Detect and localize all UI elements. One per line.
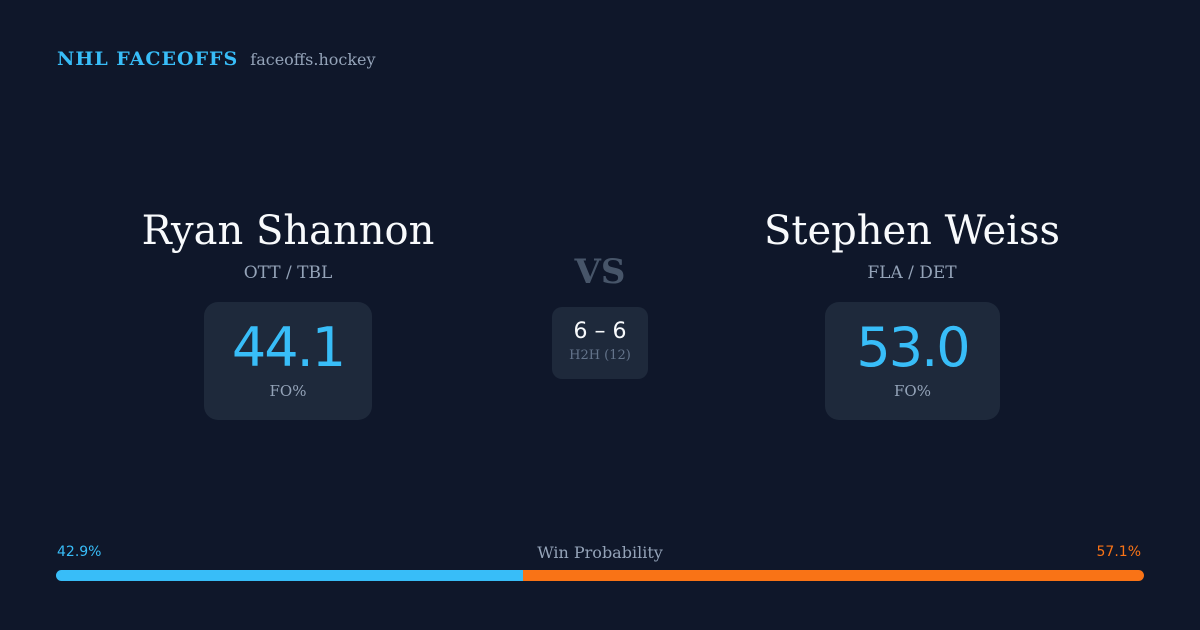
player-right-fo-label: FO% bbox=[894, 382, 931, 400]
player-right-fo-card: 53.0 FO% bbox=[825, 302, 1000, 420]
win-prob-fill-left bbox=[56, 570, 523, 581]
brand-title: NHL FACEOFFS bbox=[57, 48, 239, 70]
player-left-teams: OTT / TBL bbox=[243, 263, 333, 283]
win-prob-right-pct: 57.1% bbox=[1096, 544, 1141, 560]
brand-header: NHL FACEOFFS faceoffs.hockey bbox=[57, 48, 376, 70]
player-left-name: Ryan Shannon bbox=[141, 208, 435, 254]
win-prob-label: Win Probability bbox=[537, 543, 663, 562]
win-prob-bar bbox=[56, 570, 1144, 581]
win-prob-fill-right bbox=[522, 570, 1144, 581]
player-left-fo-label: FO% bbox=[269, 382, 307, 400]
h2h-label: H2H (12) bbox=[569, 348, 631, 363]
brand-domain: faceoffs.hockey bbox=[250, 50, 376, 69]
win-prob-left-pct: 42.9% bbox=[57, 544, 102, 560]
player-right-fo-value: 53.0 bbox=[856, 316, 970, 379]
h2h-card: 6 – 6 H2H (12) bbox=[552, 307, 648, 379]
player-right-name: Stephen Weiss bbox=[763, 208, 1061, 254]
player-right: Stephen Weiss FLA / DET bbox=[712, 205, 1112, 283]
player-left-fo-card: 44.1 FO% bbox=[204, 302, 372, 420]
h2h-score: 6 – 6 bbox=[573, 319, 627, 344]
vs-label: VS bbox=[574, 252, 626, 292]
player-right-teams: FLA / DET bbox=[867, 263, 957, 283]
player-left-fo-value: 44.1 bbox=[231, 316, 346, 379]
player-left: Ryan Shannon OTT / TBL bbox=[88, 205, 488, 283]
